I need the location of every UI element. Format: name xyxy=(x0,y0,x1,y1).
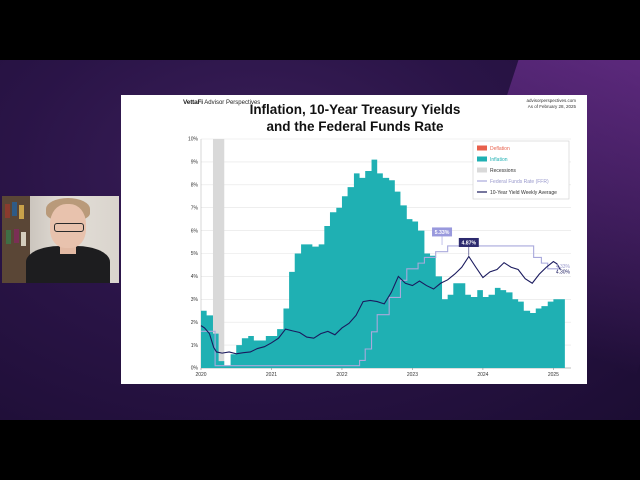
source-site: advisorperspectives.com xyxy=(526,98,576,103)
x-tick-label: 2025 xyxy=(548,372,559,378)
end-value-label: 4.30% xyxy=(556,270,571,276)
x-tick-label: 2024 xyxy=(477,372,488,378)
legend-label: Inflation xyxy=(490,157,508,163)
callout-box xyxy=(432,227,453,237)
y-tick-label: 10% xyxy=(188,137,199,143)
chart-title-line1: Inflation, 10-Year Treasury Yields xyxy=(249,102,461,117)
callout-label: 5.33% xyxy=(435,230,450,236)
legend-label: Federal Funds Rate (FFR) xyxy=(490,179,549,185)
source-date: As of February 28, 2025 xyxy=(527,103,576,109)
callout-box xyxy=(458,237,479,247)
webcam-book xyxy=(5,204,10,218)
presenter-face xyxy=(50,204,86,248)
y-tick-label: 1% xyxy=(191,343,199,349)
y-tick-label: 9% xyxy=(191,160,199,166)
webcam-book xyxy=(19,205,24,219)
y-tick-label: 2% xyxy=(191,320,199,326)
legend-label: 10-Year Yield Weekly Average xyxy=(490,190,557,196)
y-tick-label: 6% xyxy=(191,228,199,234)
ten-year-line xyxy=(200,255,561,355)
presenter-glasses xyxy=(54,223,84,232)
recession-band xyxy=(212,139,225,368)
y-tick-label: 3% xyxy=(191,297,199,303)
fed-funds-line xyxy=(201,245,561,367)
y-tick-label: 7% xyxy=(191,205,199,211)
webcam-book xyxy=(6,230,11,244)
x-tick-label: 2021 xyxy=(266,372,277,378)
webcam-book xyxy=(12,202,17,216)
legend-label: Recessions xyxy=(490,168,516,174)
brand-main: VettaFi xyxy=(183,99,203,106)
callout-label: 4.87% xyxy=(461,240,476,246)
legend-swatch xyxy=(477,145,487,151)
inflation-area xyxy=(201,159,565,368)
chart-title-line2: and the Federal Funds Rate xyxy=(266,119,444,134)
y-tick-label: 8% xyxy=(191,183,199,189)
presenter-webcam xyxy=(2,196,119,283)
x-tick-label: 2022 xyxy=(336,372,347,378)
y-tick-label: 4% xyxy=(191,274,199,280)
presenter-neck xyxy=(60,244,76,254)
chart-title: Inflation, 10-Year Treasury Yields and t… xyxy=(240,101,470,135)
brand-sub: Advisor Perspectives xyxy=(204,100,261,106)
legend-swatch xyxy=(477,167,487,173)
webcam-book xyxy=(21,232,26,246)
webcam-book xyxy=(14,229,19,243)
legend-swatch xyxy=(477,156,487,162)
brand-logo: VettaFi Advisor Perspectives xyxy=(183,99,260,106)
x-tick-label: 2020 xyxy=(195,372,206,378)
legend-box xyxy=(472,140,570,200)
y-tick-label: 5% xyxy=(191,251,199,257)
chart-source: advisorperspectives.com As of February 2… xyxy=(500,98,576,109)
end-value-label: 4.33% xyxy=(556,264,571,270)
y-tick-label: 0% xyxy=(191,366,199,372)
legend-label: Deflation xyxy=(490,146,510,152)
x-tick-label: 2023 xyxy=(407,372,418,378)
